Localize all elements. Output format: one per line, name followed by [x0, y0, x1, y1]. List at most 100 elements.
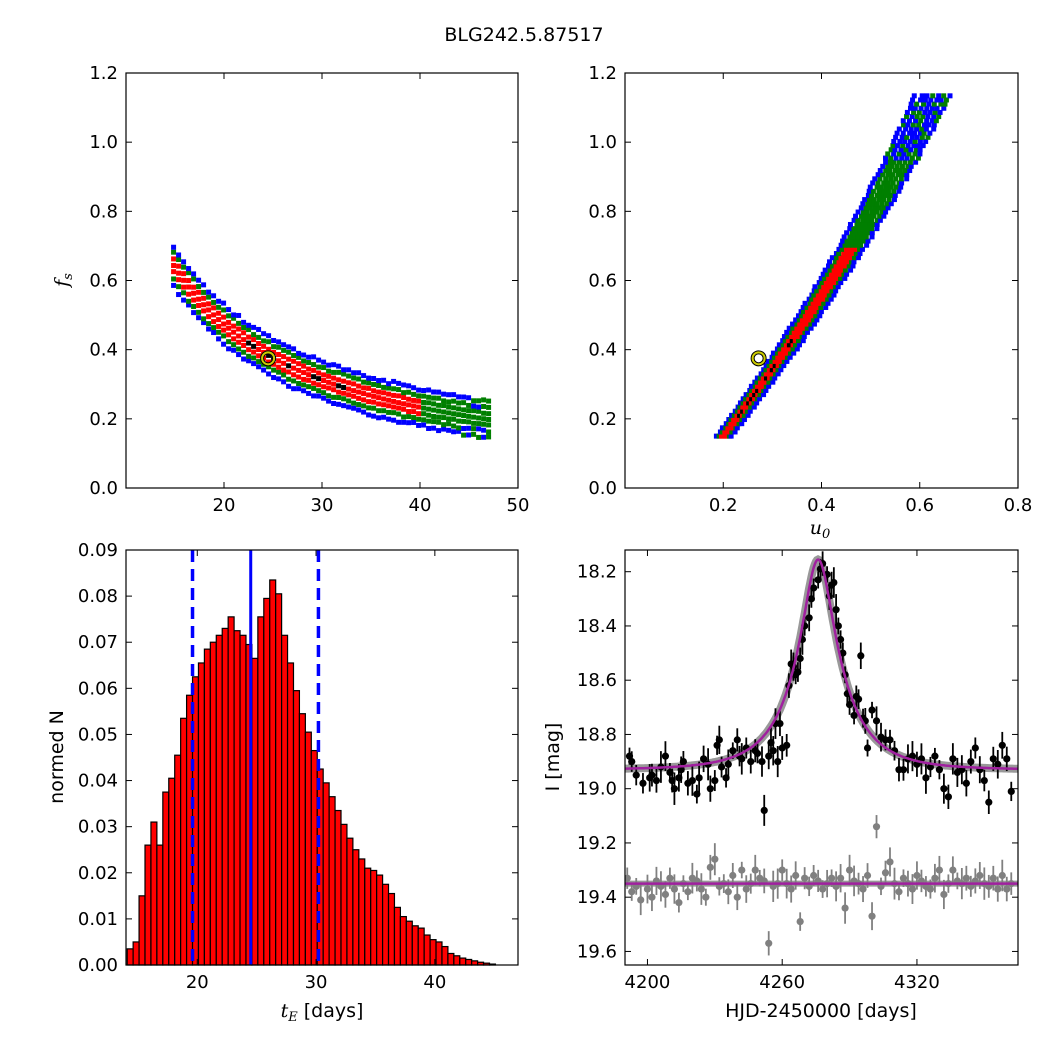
posterior-cell: [336, 401, 342, 407]
posterior-cell: [907, 138, 913, 144]
posterior-cell: [941, 93, 947, 99]
residuals-point: [819, 885, 827, 893]
histogram-bar: [156, 844, 164, 966]
panel-fs-vs-u0: 0.2 0.4 0.6 0.8 0.0 0.2 0.4 0.6 0.8 1.0 1.2: [588, 63, 1032, 516]
posterior-cell: [371, 388, 377, 394]
posterior-cell: [281, 379, 287, 385]
posterior-cell: [902, 159, 908, 165]
posterior-cell: [802, 313, 808, 319]
posterior-cell: [486, 429, 492, 435]
posterior-cell: [426, 425, 432, 431]
posterior-cell: [740, 400, 746, 406]
posterior-cell: [296, 386, 302, 392]
posterior-cell: [781, 363, 787, 369]
histogram-bar: [310, 749, 318, 966]
histogram-bar: [370, 869, 378, 966]
posterior-cell: [221, 321, 227, 327]
posterior-cell: [804, 321, 810, 327]
posterior-cell: [371, 393, 377, 399]
y-tick-label: 0.8: [588, 201, 617, 222]
x-tick-label: 50: [507, 495, 530, 516]
posterior-cell: [436, 389, 442, 395]
y-tick-label: 0.2: [89, 409, 118, 430]
posterior-cell: [311, 367, 317, 373]
posterior-cell: [814, 288, 820, 294]
y-tick-label: 0.05: [78, 724, 118, 745]
posterior-cell: [376, 395, 382, 401]
posterior-cell: [266, 346, 272, 352]
posterior-cell: [881, 197, 887, 203]
posterior-cell: [256, 326, 262, 332]
posterior-cell: [301, 352, 307, 358]
histogram-bar: [126, 948, 134, 966]
posterior-cell: [316, 370, 322, 376]
posterior-cell: [246, 347, 252, 353]
posterior-cell: [833, 263, 839, 269]
posterior-cell: [777, 350, 783, 356]
posterior-cell: [795, 334, 801, 340]
posterior-cell: [201, 308, 207, 314]
posterior-cell: [451, 411, 457, 417]
posterior-cell: [824, 284, 830, 290]
posterior-cell: [441, 415, 447, 421]
posterior-cell: [406, 389, 412, 395]
posterior-cell: [236, 339, 242, 345]
posterior-cell: [844, 238, 850, 244]
posterior-cell: [201, 295, 207, 301]
panel-light-curve: 4200 4260 4320 18.2 18.4 18.6 18.8 19.0 19.2 19.4…: [577, 549, 1019, 993]
posterior-cell: [852, 246, 858, 252]
posterior-cell: [311, 362, 317, 368]
posterior-cell: [221, 300, 227, 306]
posterior-cell: [246, 340, 252, 346]
residuals-point: [998, 871, 1006, 880]
posterior-cell: [807, 300, 813, 306]
posterior-cell: [186, 278, 192, 284]
posterior-cell: [761, 383, 767, 389]
posterior-cell: [476, 404, 482, 410]
posterior-cell: [915, 143, 921, 149]
posterior-cell: [471, 420, 477, 426]
posterior-cell: [885, 205, 891, 211]
posterior-cell: [411, 403, 417, 409]
posterior-cell: [266, 371, 272, 377]
posterior-cell: [296, 374, 302, 380]
posterior-cell: [911, 109, 917, 115]
posterior-cell: [171, 256, 177, 262]
plot-frame: [624, 549, 1019, 966]
posterior-cell: [471, 398, 477, 404]
posterior-cell: [766, 363, 772, 369]
posterior-cell: [391, 386, 397, 392]
posterior-cell: [341, 367, 347, 373]
posterior-cell: [794, 321, 800, 327]
posterior-cell: [804, 325, 810, 331]
photometry-point: [628, 757, 636, 766]
posterior-cell: [922, 109, 928, 115]
posterior-cell: [236, 320, 242, 326]
posterior-cell: [897, 138, 903, 144]
residuals-point: [935, 866, 944, 874]
posterior-cell: [885, 151, 891, 157]
posterior-cell: [879, 201, 885, 207]
photometry-point: [769, 747, 777, 755]
photometry-point: [836, 635, 845, 644]
posterior-cell: [451, 405, 457, 411]
posterior-cell: [745, 412, 751, 418]
posterior-cell: [930, 93, 936, 99]
photometry-point: [711, 776, 719, 785]
posterior-cell: [441, 422, 447, 428]
posterior-cell: [852, 238, 858, 244]
posterior-cell: [256, 341, 262, 347]
posterior-cell: [486, 398, 492, 404]
posterior-cell: [888, 176, 894, 182]
posterior-cell: [301, 388, 307, 394]
posterior-cell: [896, 180, 902, 186]
posterior-cell: [807, 317, 813, 323]
posterior-cell: [281, 360, 287, 366]
posterior-cell: [476, 426, 482, 432]
posterior-cell: [808, 304, 814, 310]
posterior-cell: [888, 184, 894, 190]
posterior-cell: [905, 163, 911, 169]
posterior-cell: [894, 143, 900, 149]
photometry-point: [834, 622, 842, 630]
photometry-point: [695, 774, 703, 782]
